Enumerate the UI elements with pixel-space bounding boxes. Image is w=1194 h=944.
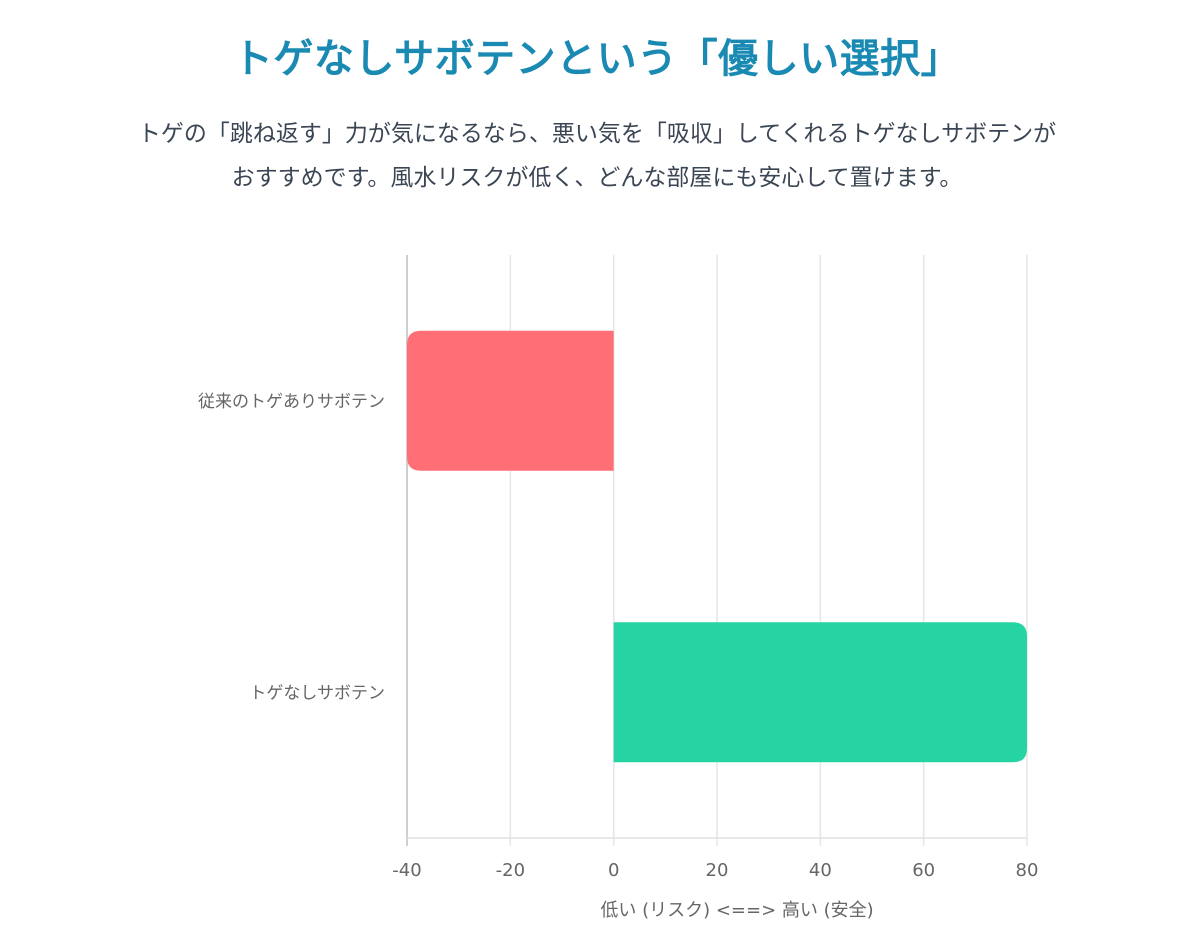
y-category-label: トゲなしサボテン xyxy=(249,683,385,703)
x-tick-label: 0 xyxy=(608,860,619,881)
x-tick-label: 60 xyxy=(912,860,935,881)
x-axis-ticks: -40 -20 0 20 40 60 80 xyxy=(392,860,1038,881)
x-tick-label: 20 xyxy=(706,860,729,881)
x-tick-label: -40 xyxy=(392,860,421,881)
y-category-label: 従来のトゲありサボテン xyxy=(198,392,385,412)
page-title: トゲなしサボテンという「優しい選択」 xyxy=(232,36,962,82)
description-line-1: トゲの「跳ね返す」力が気になるなら、悪い気を「吸収」してくれるトゲなしサボテンが xyxy=(137,121,1057,147)
chart-bars xyxy=(407,330,1027,763)
bar-1 xyxy=(407,330,614,471)
x-tick-label: -20 xyxy=(496,860,525,881)
x-axis-title: 低い (リスク) <==> 高い (安全) xyxy=(600,900,873,921)
description-line-2: おすすめです。風水リスクが低く、どんな部屋にも安心して置けます。 xyxy=(231,165,963,191)
x-tick-label: 40 xyxy=(809,860,832,881)
page-description: トゲの「跳ね返す」力が気になるなら、悪い気を「吸収」してくれるトゲなしサボテンが… xyxy=(10,112,1184,200)
bar-2 xyxy=(613,622,1027,763)
x-tick-label: 80 xyxy=(1016,860,1039,881)
